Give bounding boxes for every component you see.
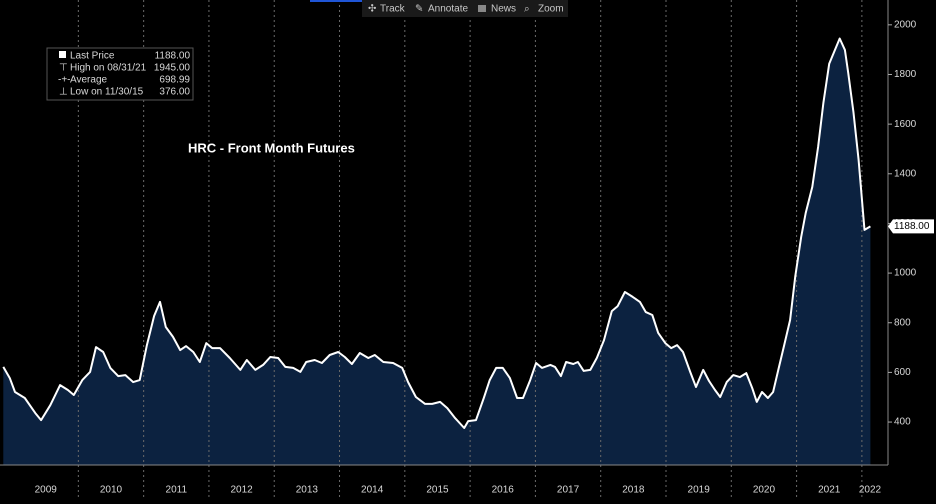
x-tick-label: 2021 (818, 485, 841, 496)
legend-icon: ⊥ (59, 87, 68, 98)
area (3, 38, 871, 465)
legend-value: 1188.00 (155, 51, 191, 62)
x-tick-label: 2017 (557, 485, 580, 496)
toolbar-button[interactable]: Annotate (428, 4, 468, 15)
y-tick-label: 800 (894, 317, 911, 328)
x-tick-label: 2020 (753, 485, 776, 496)
x-tick-label: 2014 (361, 485, 384, 496)
y-tick-label: 1800 (894, 69, 917, 80)
y-tick-label: 1600 (894, 119, 917, 130)
chart-title: HRC - Front Month Futures (188, 140, 355, 155)
legend-label: High on 08/31/21 (70, 63, 147, 74)
y-tick-label: 400 (894, 417, 911, 428)
last-price-tag (888, 219, 934, 234)
legend-icon: ⊤ (59, 63, 68, 74)
toolbar-button[interactable]: Zoom (538, 4, 564, 15)
toolbar-button[interactable]: Track (380, 4, 406, 15)
x-tick-label: 2011 (166, 485, 188, 496)
line (2, 37, 871, 429)
y-tick-label: 600 (894, 367, 911, 378)
legend-icon: -+- (58, 75, 71, 86)
y-tick-label: 1000 (894, 268, 917, 279)
legend: Last Price 1188.00 ⊤ High on 08/31/21 19… (46, 47, 194, 101)
y-tick-label: 2000 (894, 19, 917, 30)
x-tick-label: 2022 (859, 485, 882, 496)
legend-value: 376.00 (159, 87, 190, 98)
legend-label: Last Price (70, 51, 115, 62)
x-tick-label: 2013 (296, 485, 319, 496)
toolbar-bg (362, 0, 568, 17)
toolbar-button[interactable]: News (491, 4, 516, 15)
x-tick-label: 2016 (492, 485, 515, 496)
legend-box (46, 47, 194, 101)
x-tick-label: 2012 (230, 485, 253, 496)
toolbar-icon: ⌕ (524, 4, 530, 15)
toolbar-accent (310, 0, 365, 2)
legend-label: Low on 11/30/15 (70, 87, 144, 98)
x-tick-label: 2015 (426, 485, 449, 496)
x-tick-label: 2019 (688, 485, 711, 496)
legend-label: Average (70, 75, 108, 86)
toolbar-icon: ✣ (368, 4, 376, 15)
toolbar: ✣ Track ✎ Annotate News ⌕ Zoom (310, 0, 568, 17)
toolbar-icon (478, 5, 486, 12)
x-tick-label: 2010 (100, 485, 123, 496)
legend-value: 698.99 (159, 75, 190, 86)
toolbar-icon: ✎ (415, 4, 423, 15)
x-tick-label: 2009 (35, 485, 58, 496)
x-tick-label: 2018 (622, 485, 645, 496)
legend-value: 1945.00 (154, 63, 191, 74)
y-tick-label: 1400 (894, 168, 917, 179)
legend-swatch (59, 51, 66, 58)
last-price-label: 1188.00 (894, 221, 930, 232)
